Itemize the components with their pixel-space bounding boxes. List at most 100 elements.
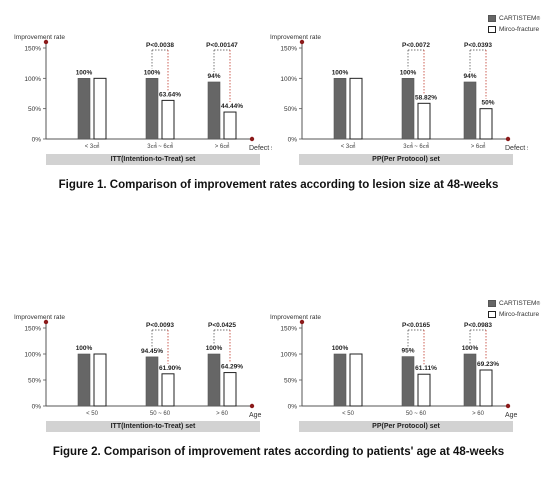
bar-microfracture (479, 369, 493, 407)
legend-item-cartistem: CARTISTEM ® (488, 13, 540, 24)
legend-swatch-microfracture (488, 26, 496, 33)
bar-microfracture (349, 353, 363, 407)
data-label-microfracture: 61.90% (159, 365, 181, 372)
p-value-label: P<0.00147 (206, 42, 238, 49)
y-axis-arrow-dot (43, 39, 49, 45)
data-label-microfracture: 69.23% (477, 361, 499, 368)
y-tick-label: 100% (24, 76, 41, 83)
legend-label-microfracture: Mirco-fracture (499, 26, 540, 33)
p-value-label: P<0.0072 (402, 42, 430, 49)
x-tick-label: 50 ~ 60 (406, 411, 427, 417)
y-tick-label: 50% (284, 378, 297, 385)
x-tick-label: < 3㎠ (341, 142, 356, 150)
y-tick-label: 150% (24, 46, 41, 53)
chart-fig1-pp: Improvement rate Defect size 0% 50% 100% 150%… (268, 30, 528, 155)
y-tick-label: 0% (288, 404, 298, 411)
bar-microfracture (417, 102, 431, 140)
p-value-label: P<0.0983 (464, 322, 492, 329)
x-tick-label: 3㎠ ~ 6㎠ (147, 142, 173, 150)
y-tick-label: 0% (32, 404, 42, 411)
bar-microfracture (223, 111, 237, 140)
y-tick-label: 100% (280, 352, 297, 359)
data-label-cartistem: 95% (401, 348, 414, 355)
bar-cartistem (401, 356, 415, 407)
y-tick-label: 150% (280, 326, 297, 333)
set-label-fig1-pp: PP(Per Protocol) set (299, 154, 513, 165)
bar-cartistem (401, 78, 415, 140)
bar-cartistem (207, 81, 221, 140)
bar-microfracture (479, 108, 493, 140)
legend-swatch-cartistem (488, 15, 496, 22)
y-axis-arrow-dot (299, 319, 305, 325)
x-axis-arrow-dot (505, 403, 511, 409)
bar-microfracture (161, 99, 175, 140)
bar-cartistem (333, 78, 347, 140)
y-axis-label: Improvement rate (14, 34, 65, 41)
y-tick-label: 100% (24, 352, 41, 359)
y-tick-label: 0% (32, 137, 42, 144)
data-label-cartistem: 100% (76, 345, 93, 352)
data-label-microfracture: 58.82% (415, 94, 437, 101)
x-axis-label: Age (249, 412, 262, 419)
y-axis-label: Improvement rate (270, 34, 321, 41)
x-tick-label: < 50 (342, 411, 355, 417)
y-axis-label: Improvement rate (270, 314, 321, 321)
bar-cartistem (463, 81, 477, 140)
bar-cartistem (333, 353, 347, 407)
p-value-label: P<0.0093 (146, 322, 174, 329)
y-tick-label: 150% (280, 46, 297, 53)
x-tick-label: > 6㎠ (471, 142, 486, 150)
set-label-fig2-pp: PP(Per Protocol) set (299, 421, 513, 432)
x-axis-arrow-dot (249, 403, 255, 409)
y-axis-arrow-dot (299, 39, 305, 45)
data-label-microfracture: 64.29% (221, 364, 243, 371)
bar-microfracture (93, 77, 107, 140)
x-axis-label: Defect size (505, 145, 528, 152)
bar-cartistem (463, 353, 477, 407)
x-axis-label: Defect size (249, 145, 272, 152)
chart-fig2-pp: Improvement rate Age 0% 50% 100% 150% 100% < 50… (268, 310, 528, 422)
data-label-cartistem: 94% (207, 73, 220, 80)
x-tick-label: > 60 (472, 411, 485, 417)
x-tick-label: 50 ~ 60 (150, 411, 171, 417)
x-tick-label: < 50 (86, 411, 99, 417)
data-label-cartistem: 94% (463, 73, 476, 80)
bar-microfracture (161, 373, 175, 407)
bar-cartistem (77, 353, 91, 407)
x-tick-label: > 60 (216, 411, 229, 417)
chart-fig2-itt: Improvement rate Age 0% 50% 100% 150% 100% < 50… (12, 310, 272, 422)
x-tick-label: > 6㎠ (215, 142, 230, 150)
legend-label-cartistem: CARTISTEM (499, 15, 537, 22)
x-axis-label: Age (505, 412, 518, 419)
y-axis-arrow-dot (43, 319, 49, 325)
chart-fig1-itt: Improvement rate Defect size 0% 50% 100% 150%… (12, 30, 272, 155)
y-axis-label: Improvement rate (14, 314, 65, 321)
data-label-microfracture: 61.11% (415, 365, 437, 372)
data-label-cartistem: 100% (400, 69, 417, 76)
bar-cartistem (145, 356, 159, 407)
bar-cartistem (207, 353, 221, 407)
bar-cartistem (77, 78, 91, 140)
data-label-cartistem: 94.45% (141, 348, 163, 355)
y-tick-label: 0% (288, 137, 298, 144)
data-label-cartistem: 100% (144, 69, 161, 76)
data-label-cartistem: 100% (332, 345, 349, 352)
y-tick-label: 50% (284, 106, 297, 113)
y-tick-label: 50% (28, 378, 41, 385)
legend-top: CARTISTEM ® Mirco-fracture (488, 13, 540, 35)
data-label-cartistem: 100% (332, 69, 349, 76)
legend-sup: ® (536, 15, 541, 22)
x-axis-arrow-dot (249, 136, 255, 142)
legend-sup: ® (536, 300, 541, 307)
data-label-microfracture: 44.44% (221, 103, 243, 110)
p-value-label: P<0.0393 (464, 42, 492, 49)
bar-microfracture (223, 372, 237, 407)
y-tick-label: 150% (24, 326, 41, 333)
data-label-microfracture: 50% (481, 100, 494, 107)
y-tick-label: 100% (280, 76, 297, 83)
legend-bottom: CARTISTEM ® Mirco-fracture (488, 298, 540, 320)
bar-microfracture (93, 353, 107, 407)
figure1-caption: Figure 1. Comparison of improvement rate… (58, 179, 499, 191)
data-label-cartistem: 100% (76, 69, 93, 76)
p-value-label: P<0.0165 (402, 322, 430, 329)
